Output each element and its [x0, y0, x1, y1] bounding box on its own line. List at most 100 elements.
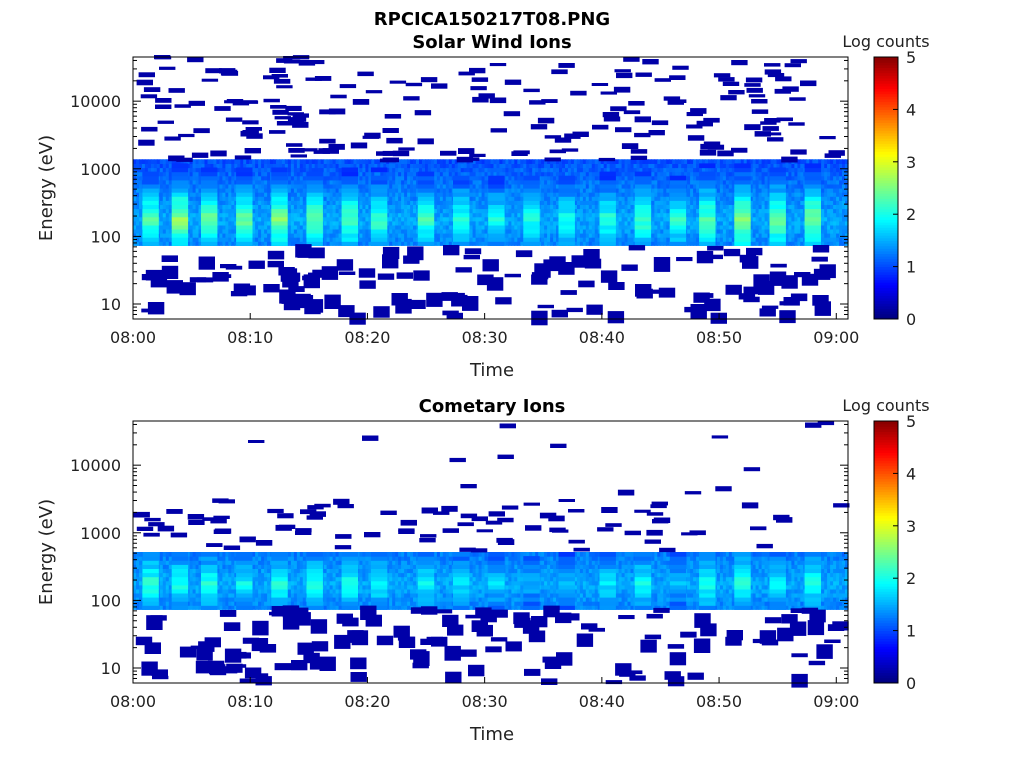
- heatmap-cell: [252, 183, 256, 189]
- heatmap-cell: [404, 224, 408, 230]
- heatmap-cell: [356, 188, 360, 193]
- heatmap-cell: [719, 183, 724, 189]
- heatmap-cell: [258, 188, 262, 193]
- heatmap-cell: [365, 175, 369, 181]
- heatmap-cell: [335, 237, 340, 242]
- heatmap-cell: [568, 171, 572, 177]
- heatmap-cell: [585, 233, 590, 238]
- heatmap-cell: [696, 228, 700, 234]
- heatmap-cell: [824, 179, 828, 185]
- heatmap-cell: [824, 183, 828, 189]
- heatmap-cell: [255, 196, 259, 201]
- heatmap-cell: [624, 237, 629, 242]
- heatmap-cell: [436, 237, 441, 242]
- heatmap-cell: [290, 196, 295, 201]
- heatmap-cell: [719, 163, 724, 169]
- heatmap-cell: [827, 192, 831, 197]
- heatmap-cell: [708, 159, 712, 164]
- heatmap-cell: [463, 171, 468, 177]
- heatmap-cell: [195, 220, 200, 226]
- heatmap-cell: [836, 212, 840, 218]
- heatmap-cell: [654, 200, 658, 205]
- heatmap-cell: [225, 200, 229, 205]
- heatmap-cell: [398, 196, 402, 201]
- heatmap-cell: [133, 167, 137, 173]
- heatmap-cell: [139, 228, 143, 234]
- heatmap-cell: [514, 183, 518, 189]
- heatmap-cell: [576, 237, 581, 242]
- heatmap-cell: [252, 220, 256, 226]
- heatmap-cell: [326, 196, 331, 201]
- heatmap-cell: [234, 163, 238, 169]
- heatmap-cell: [252, 237, 256, 242]
- heatmap-cell: [368, 163, 372, 169]
- heatmap-cell: [559, 159, 563, 164]
- heatmap-cell: [139, 208, 143, 214]
- heatmap-cell: [713, 188, 718, 193]
- heatmap-cell: [478, 196, 483, 201]
- heatmap-cell: [201, 163, 206, 169]
- heatmap-cell: [624, 192, 629, 197]
- heatmap-cell: [556, 167, 560, 173]
- heatmap-cell: [258, 163, 262, 169]
- heatmap-cell: [565, 171, 569, 177]
- heatmap-cell: [541, 188, 545, 193]
- heatmap-cell: [791, 192, 795, 197]
- heatmap-cell: [299, 212, 304, 218]
- heatmap-cell: [267, 163, 271, 169]
- heatmap-cell: [413, 171, 417, 177]
- heatmap-cell: [615, 241, 620, 246]
- heatmap-cell: [159, 233, 164, 238]
- heatmap-cell: [359, 188, 363, 193]
- heatmap-cell: [284, 163, 289, 169]
- heatmap-cell: [261, 220, 265, 226]
- heatmap-cell: [550, 228, 554, 234]
- heatmap-cell: [630, 171, 635, 177]
- heatmap-cell: [833, 204, 837, 210]
- heatmap-cell: [746, 159, 751, 164]
- heatmap-cell: [439, 183, 444, 189]
- heatmap-cell: [514, 204, 518, 210]
- heatmap-cell: [713, 159, 718, 164]
- heatmap-cell: [290, 183, 295, 189]
- heatmap-cell: [749, 159, 754, 164]
- heatmap-cell: [356, 212, 360, 218]
- heatmap-cell: [302, 179, 307, 185]
- heatmap-cell: [660, 179, 664, 185]
- heatmap-cell: [839, 237, 843, 242]
- heatmap-cell: [401, 188, 405, 193]
- heatmap-cell: [395, 204, 399, 210]
- heatmap-cell: [660, 212, 664, 218]
- heatmap-cell: [365, 212, 369, 218]
- heatmap-cell: [833, 183, 837, 189]
- heatmap-cell: [335, 208, 340, 214]
- heatmap-cell: [594, 167, 599, 173]
- heatmap-cell: [386, 224, 390, 230]
- heatmap-cell: [836, 167, 840, 173]
- heatmap-cell: [693, 159, 697, 164]
- heatmap-cell: [320, 159, 325, 164]
- heatmap-cell: [514, 171, 518, 177]
- heatmap-cell: [663, 208, 667, 214]
- heatmap-cell: [139, 204, 143, 210]
- heatmap-cell: [624, 159, 629, 164]
- heatmap-cell: [657, 175, 661, 181]
- heatmap-cell: [156, 159, 161, 164]
- heatmap-cell: [186, 167, 191, 173]
- heatmap-cell: [186, 220, 191, 226]
- heatmap-cell: [687, 196, 691, 201]
- heatmap-cell: [398, 216, 402, 222]
- heatmap-cell: [368, 183, 372, 189]
- heatmap-cell: [559, 167, 563, 173]
- heatmap-cell: [764, 204, 769, 210]
- heatmap-cell: [657, 200, 661, 205]
- heatmap-cell: [255, 188, 259, 193]
- heatmap-cell: [398, 192, 402, 197]
- heatmap-cell: [356, 179, 360, 185]
- heatmap-cell: [287, 237, 292, 242]
- heatmap-cell: [365, 200, 369, 205]
- heatmap-cell: [395, 208, 399, 214]
- heatmap-cell: [666, 208, 670, 214]
- heatmap-cell: [484, 196, 489, 201]
- heatmap-cell: [719, 220, 724, 226]
